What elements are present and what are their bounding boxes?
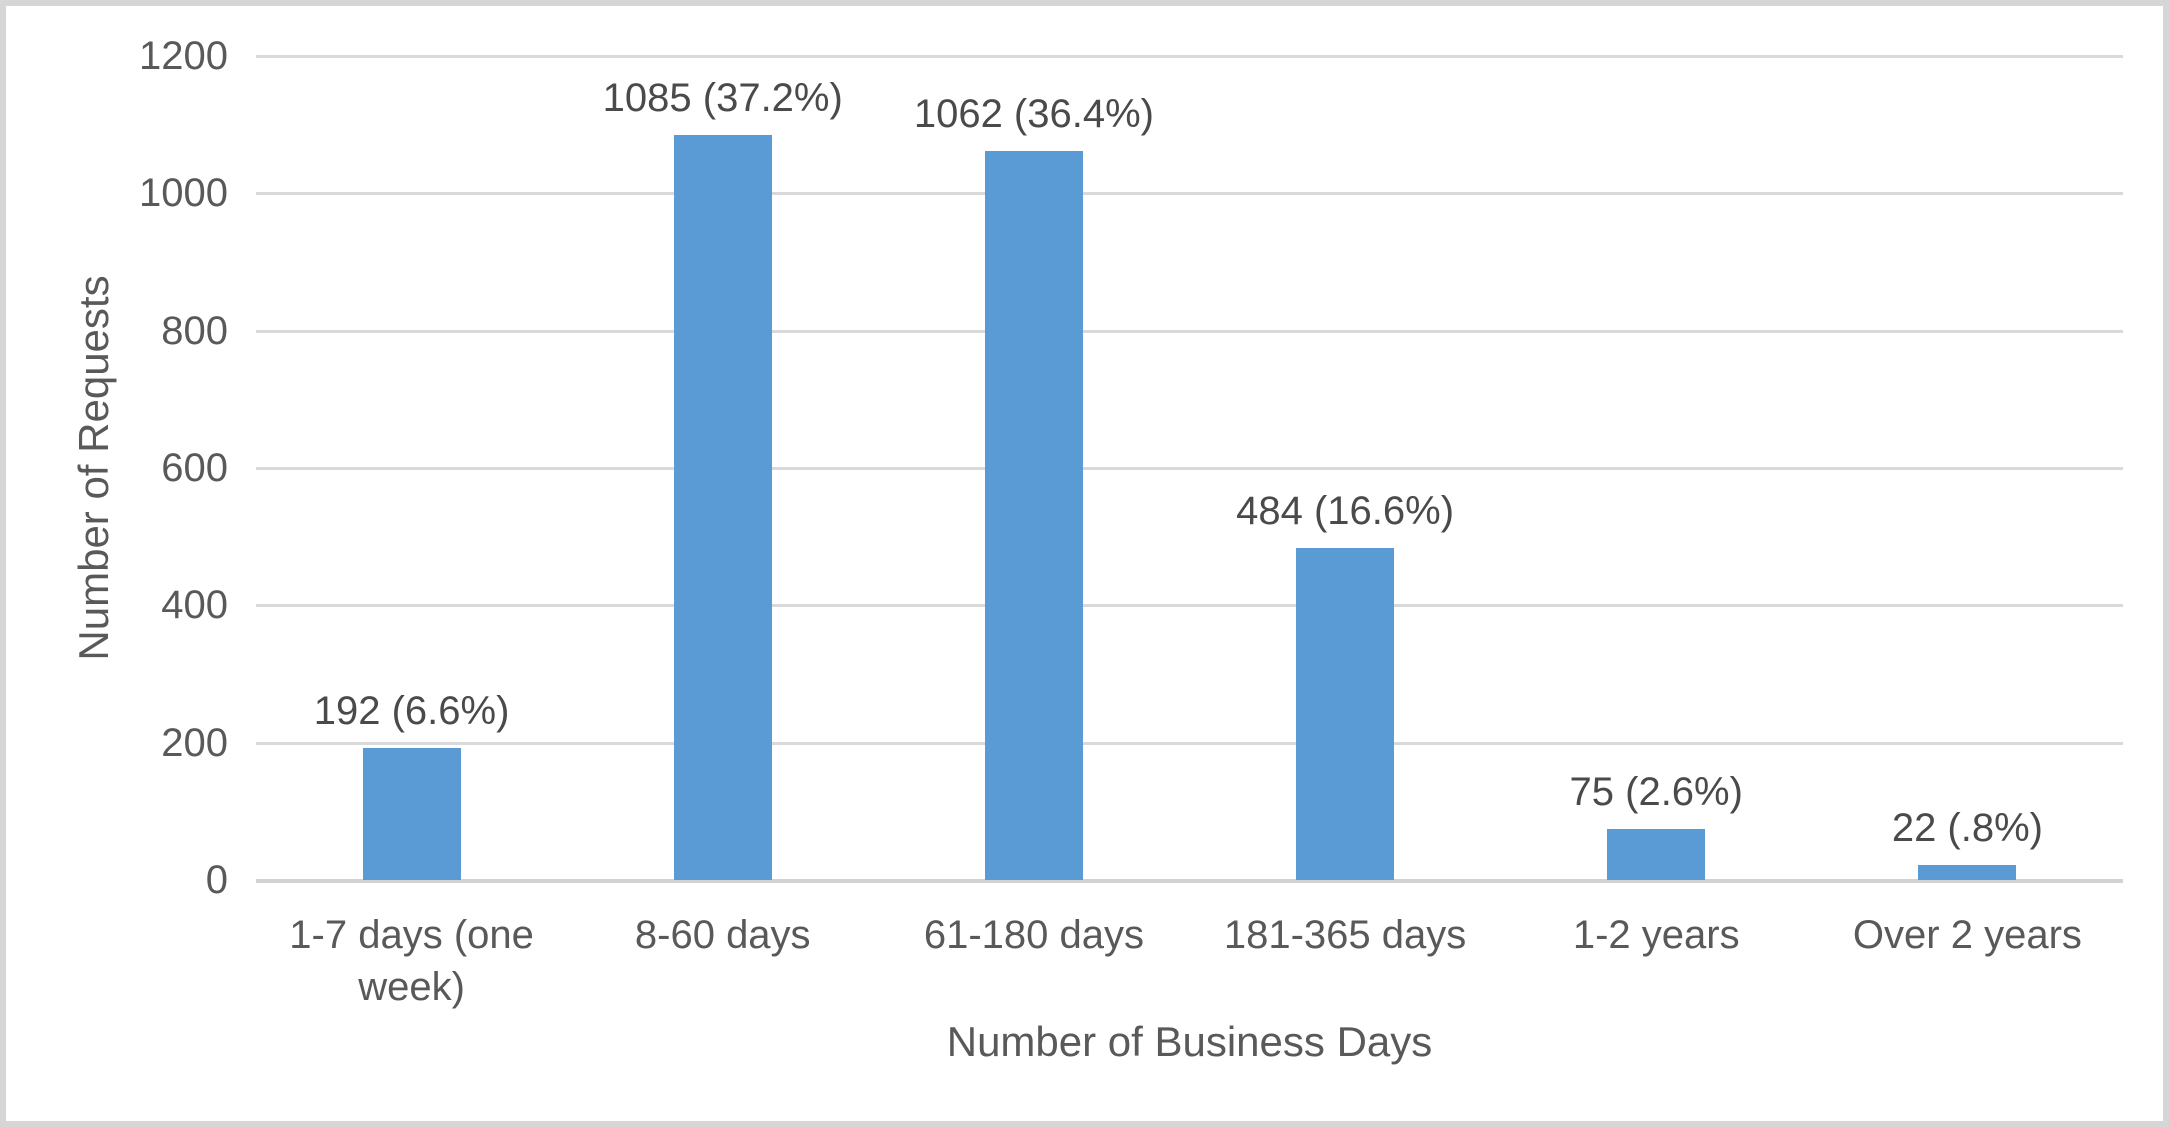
bar-data-label-3: 484 (16.6%) xyxy=(1236,488,1455,533)
bar-1 xyxy=(673,134,772,880)
x-axis-title: Number of Business Days xyxy=(946,1018,1433,1065)
x-category-label-1: 8-60 days xyxy=(634,913,811,957)
bar-data-label-2: 1062 (36.4%) xyxy=(913,91,1154,136)
gridline-1000 xyxy=(256,192,2123,196)
y-tick-label-1000: 1000 xyxy=(139,171,228,216)
bar-2 xyxy=(984,150,1083,880)
bar-data-label-4: 75 (2.6%) xyxy=(1569,769,1743,814)
y-tick-label-1200: 1200 xyxy=(139,34,228,78)
bar-4 xyxy=(1607,828,1706,880)
y-tick-label-600: 600 xyxy=(161,446,228,490)
bar-0 xyxy=(362,748,461,880)
gridline-600 xyxy=(256,467,2123,470)
bar-data-label-0: 192 (6.6%) xyxy=(313,689,510,734)
bar-5 xyxy=(1918,864,2017,880)
x-axis-category-labels: 1-7 days (one week) 8-60 days 61-180 days 1… xyxy=(256,909,2123,1019)
x-axis-line xyxy=(256,879,2123,883)
bar-slot-4: 75 (2.6%) xyxy=(1501,56,1812,880)
y-tick-label-400: 400 xyxy=(161,583,228,628)
bar-data-label-5: 22 (.8%) xyxy=(1891,805,2043,850)
plot-area: 192 (6.6%) 1085 (37.2%) 1062 (36.4%) 484 (1… xyxy=(256,55,2123,883)
x-category-label-4: 1-2 years xyxy=(1572,913,1740,957)
y-tick-label-200: 200 xyxy=(161,720,228,765)
y-tick-label-0: 0 xyxy=(205,858,228,902)
gridline-200 xyxy=(256,741,2123,745)
y-tick-label-800: 800 xyxy=(161,308,228,353)
bar-slot-3: 484 (16.6%) xyxy=(1190,56,1501,880)
gridline-1200 xyxy=(256,55,2123,58)
bar-3 xyxy=(1296,547,1395,880)
bar-slot-0: 192 (6.6%) xyxy=(256,56,567,880)
x-category-label-2: 61-180 days xyxy=(923,913,1144,957)
bar-slot-1: 1085 (37.2%) xyxy=(567,56,878,880)
bar-data-label-1: 1085 (37.2%) xyxy=(602,75,843,120)
x-category-label-3: 181-365 days xyxy=(1223,913,1467,957)
bar-slot-2: 1062 (36.4%) xyxy=(878,56,1189,880)
gridline-800 xyxy=(256,329,2123,333)
x-category-label-5: Over 2 years xyxy=(1852,913,2082,957)
bar-slot-5: 22 (.8%) xyxy=(1812,56,2123,880)
x-category-label-0: 1-7 days (one week) xyxy=(289,913,534,1009)
gridline-400 xyxy=(256,604,2123,608)
